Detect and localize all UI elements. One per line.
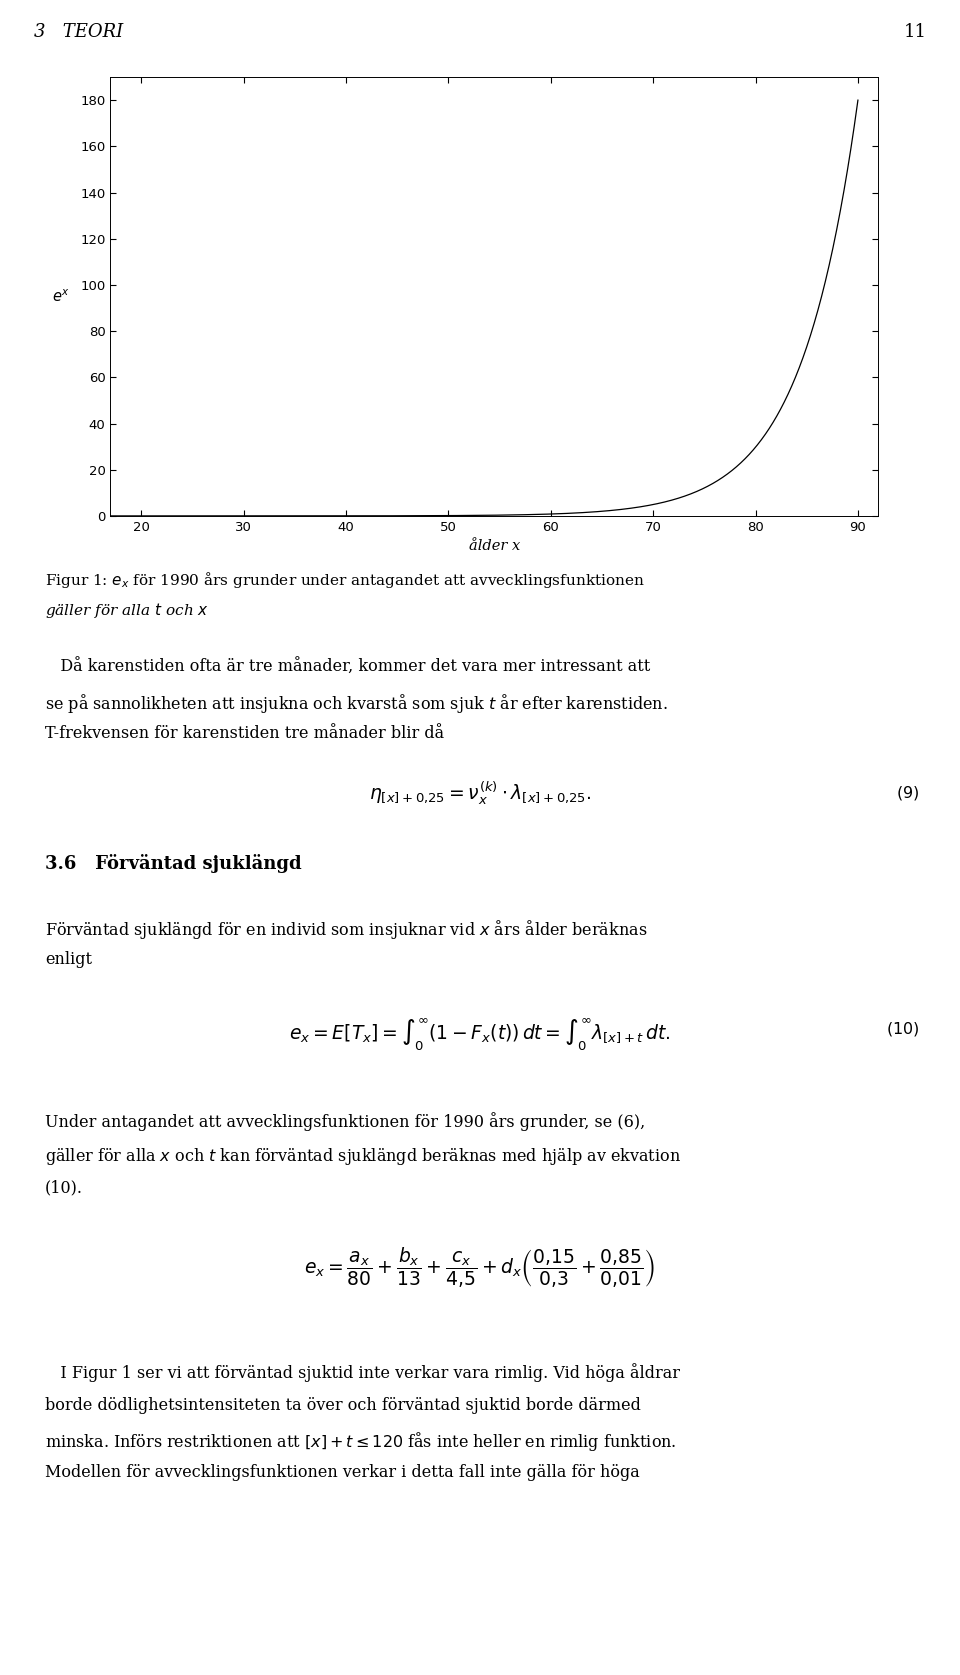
Text: $e_x = E[T_x] = \int_0^{\infty} (1 - F_x(t))\, dt = \int_0^{\infty} \lambda_{[x]: $e_x = E[T_x] = \int_0^{\infty} (1 - F_x…: [289, 1015, 671, 1052]
Text: Under antagandet att avvecklingsfunktionen för 1990 års grunder, se (6),: Under antagandet att avvecklingsfunktion…: [45, 1112, 645, 1131]
Text: $e_x = \dfrac{a_x}{80} + \dfrac{b_x}{13} + \dfrac{c_x}{4{,}5} + d_x \left( \dfra: $e_x = \dfrac{a_x}{80} + \dfrac{b_x}{13}…: [304, 1246, 656, 1290]
Y-axis label: $e^x$: $e^x$: [52, 288, 70, 305]
Text: minska. Införs restriktionen att $[x]+t \leq 120$ fås inte heller en rimlig funk: minska. Införs restriktionen att $[x]+t …: [45, 1430, 677, 1454]
Text: Då karenstiden ofta är tre månader, kommer det vara mer intressant att: Då karenstiden ofta är tre månader, komm…: [45, 658, 650, 675]
Text: Modellen för avvecklingsfunktionen verkar i detta fall inte gälla för höga: Modellen för avvecklingsfunktionen verka…: [45, 1464, 640, 1481]
Text: gäller för alla $x$ och $t$ kan förväntad sjuklängd beräknas med hjälp av ekvati: gäller för alla $x$ och $t$ kan förvänta…: [45, 1146, 681, 1167]
Text: $\eta_{[x]+0{,}25} = \nu_x^{(k)} \cdot \lambda_{[x]+0{,}25}.$: $\eta_{[x]+0{,}25} = \nu_x^{(k)} \cdot \…: [369, 779, 591, 807]
Text: $(9)$: $(9)$: [897, 784, 920, 802]
Text: gäller för alla $t$ och $x$: gäller för alla $t$ och $x$: [45, 601, 209, 620]
Text: I Figur 1 ser vi att förväntad sjuktid inte verkar vara rimlig. Vid höga åldrar: I Figur 1 ser vi att förväntad sjuktid i…: [45, 1363, 680, 1382]
Text: 3.6   Förväntad sjuklängd: 3.6 Förväntad sjuklängd: [45, 854, 301, 873]
Text: Figur 1: $e_x$ för 1990 års grunder under antagandet att avvecklingsfunktionen: Figur 1: $e_x$ för 1990 års grunder unde…: [45, 570, 645, 590]
Text: $(10)$: $(10)$: [886, 1020, 920, 1038]
Text: 11: 11: [903, 23, 926, 40]
Text: se på sannolikheten att insjukna och kvarstå som sjuk $t$ år efter karenstiden.: se på sannolikheten att insjukna och kva…: [45, 692, 668, 715]
Text: borde dödlighetsintensiteten ta över och förväntad sjuktid borde därmed: borde dödlighetsintensiteten ta över och…: [45, 1397, 641, 1414]
Text: 3   TEORI: 3 TEORI: [34, 23, 123, 40]
X-axis label: ålder x: ålder x: [468, 539, 520, 553]
Text: Förväntad sjuklängd för en individ som insjuknar vid $x$ års ålder beräknas: Förväntad sjuklängd för en individ som i…: [45, 918, 647, 941]
Text: (10).: (10).: [45, 1179, 84, 1196]
Text: T-frekvensen för karenstiden tre månader blir då: T-frekvensen för karenstiden tre månader…: [45, 725, 444, 742]
Text: enligt: enligt: [45, 951, 92, 968]
